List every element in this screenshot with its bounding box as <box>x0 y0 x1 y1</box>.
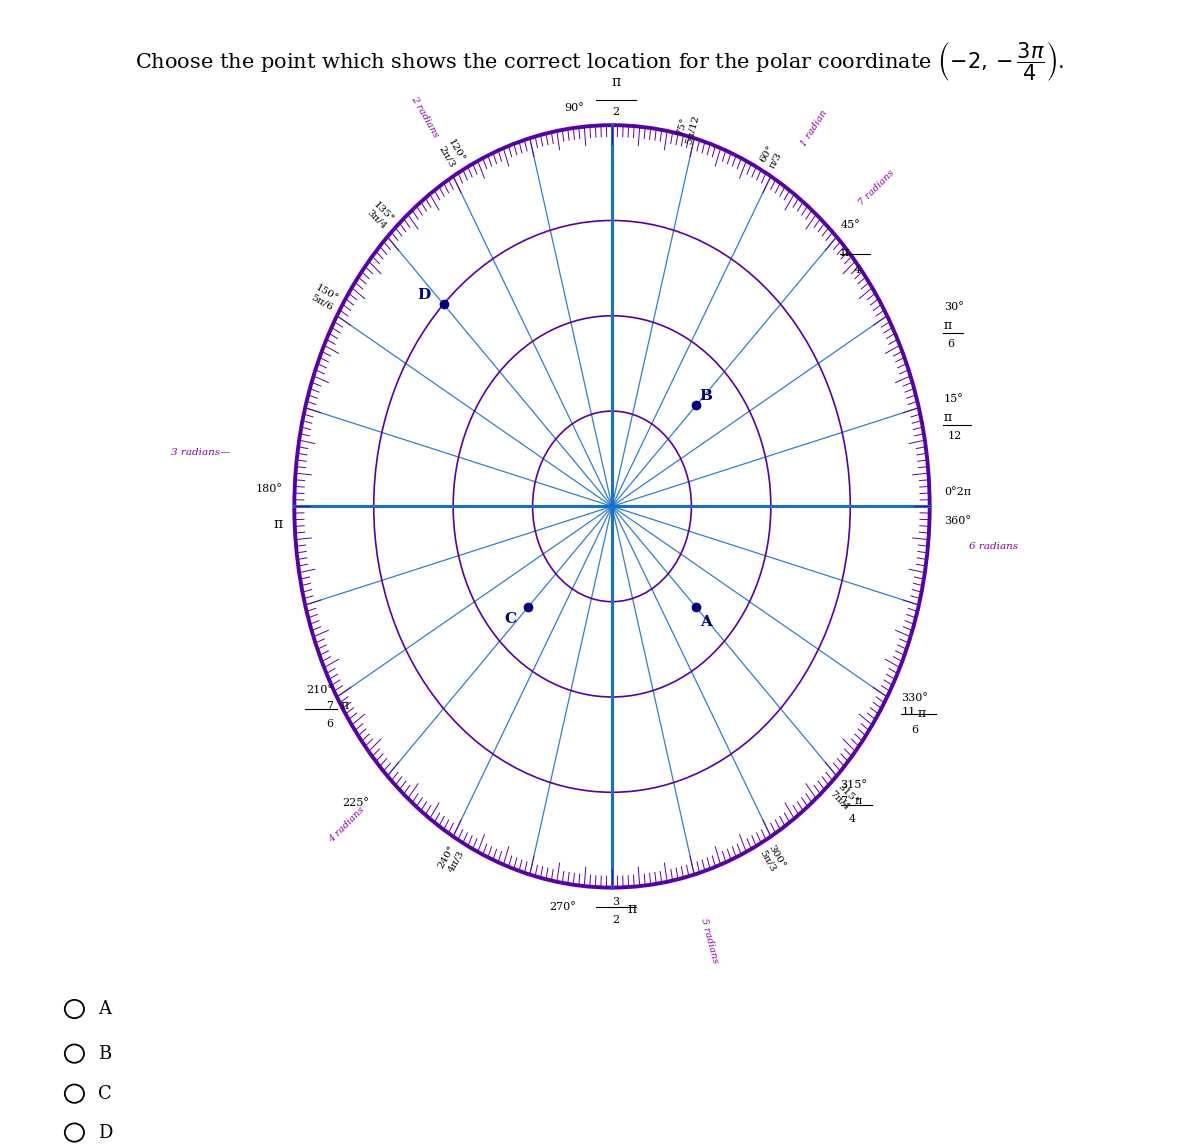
Text: 6: 6 <box>947 339 954 349</box>
Text: π: π <box>944 319 952 332</box>
Text: 30°: 30° <box>944 302 964 312</box>
Text: 135°
3π/4: 135° 3π/4 <box>364 200 396 231</box>
Text: A: A <box>98 1000 112 1018</box>
Text: 45°: 45° <box>840 221 860 230</box>
Text: 1 radian: 1 radian <box>799 108 829 148</box>
Text: π: π <box>917 707 925 720</box>
Text: 0°2π: 0°2π <box>944 487 971 498</box>
Text: 5 radians: 5 radians <box>698 917 719 964</box>
Text: C: C <box>98 1085 112 1103</box>
Text: 2 radians: 2 radians <box>409 95 440 140</box>
Text: Choose the point which shows the correct location for the polar coordinate $\lef: Choose the point which shows the correct… <box>136 40 1064 84</box>
Text: 3 radians—: 3 radians— <box>172 448 230 458</box>
Text: π: π <box>612 76 620 89</box>
Text: 90°: 90° <box>564 103 584 113</box>
Text: 7  π: 7 π <box>840 796 862 805</box>
Text: 120°
2π/3: 120° 2π/3 <box>437 138 466 169</box>
Text: 7: 7 <box>326 701 332 710</box>
Text: 4: 4 <box>848 815 856 824</box>
Text: B: B <box>98 1044 112 1063</box>
Text: π: π <box>840 246 848 260</box>
Text: D: D <box>98 1123 113 1142</box>
Text: 315°
7π/4: 315° 7π/4 <box>828 781 860 813</box>
Text: 3: 3 <box>612 897 619 907</box>
Text: 6: 6 <box>325 720 332 729</box>
Text: 12: 12 <box>947 430 961 440</box>
Text: 60°
π/3: 60° π/3 <box>758 144 784 169</box>
Text: 360°: 360° <box>944 516 971 526</box>
Text: 6 radians: 6 radians <box>970 541 1019 550</box>
Text: π: π <box>944 411 952 423</box>
Text: 2: 2 <box>612 915 619 925</box>
Text: 300°
5π/3: 300° 5π/3 <box>758 843 787 875</box>
Text: 7 radians: 7 radians <box>858 168 896 208</box>
Text: 4: 4 <box>854 264 862 275</box>
Text: 240°
4π/3: 240° 4π/3 <box>437 843 466 875</box>
Text: 330°: 330° <box>901 693 929 704</box>
Text: 270°: 270° <box>550 901 576 912</box>
Text: D: D <box>418 287 431 302</box>
Text: 6: 6 <box>911 725 918 734</box>
Text: 225°: 225° <box>342 797 370 808</box>
Text: 11: 11 <box>901 707 916 716</box>
Text: 15°: 15° <box>944 394 964 404</box>
Text: π: π <box>274 517 282 531</box>
Text: 2: 2 <box>612 108 619 117</box>
Text: A: A <box>700 614 712 629</box>
Text: 75°
5π/12: 75° 5π/12 <box>673 111 700 145</box>
Text: 150°
5π/6: 150° 5π/6 <box>308 283 340 312</box>
Text: π: π <box>341 699 349 712</box>
Text: 4 radians: 4 radians <box>328 805 366 844</box>
Text: C: C <box>504 612 516 627</box>
Text: B: B <box>700 389 713 403</box>
Text: 315°: 315° <box>840 780 868 789</box>
Text: 210°: 210° <box>306 685 332 696</box>
Text: π: π <box>628 901 637 916</box>
Text: 180°: 180° <box>256 484 282 494</box>
